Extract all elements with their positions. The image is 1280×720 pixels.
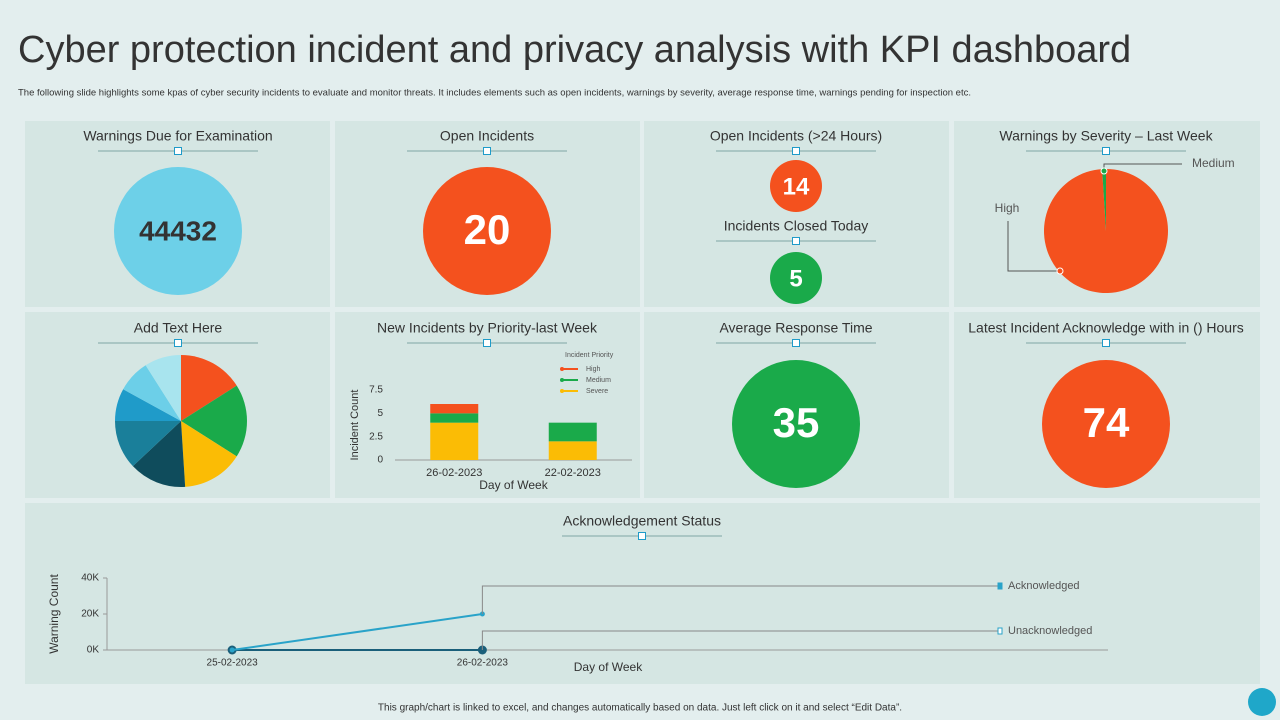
title-handle bbox=[792, 147, 800, 155]
x-tick-label: 25-02-2023 bbox=[207, 658, 259, 669]
pie-slice bbox=[181, 355, 237, 421]
kpi-value: 5 bbox=[789, 265, 802, 292]
panel-title: Open Incidents bbox=[440, 128, 534, 144]
x-tick-label: 26-02-2023 bbox=[457, 658, 509, 669]
callout-dot bbox=[1100, 167, 1108, 175]
title-handle bbox=[1102, 147, 1110, 155]
x-axis-label: Day of Week bbox=[574, 660, 643, 674]
legend-dot bbox=[560, 378, 564, 382]
panel-title: Add Text Here bbox=[134, 320, 223, 336]
pie-slice bbox=[1102, 169, 1106, 231]
panel-title: Warnings by Severity – Last Week bbox=[999, 128, 1213, 144]
panel-title: Warnings Due for Examination bbox=[83, 128, 272, 144]
y-tick-label: 40K bbox=[81, 573, 99, 584]
pie-slice bbox=[123, 365, 181, 421]
footer-note: This graph/chart is linked to excel, and… bbox=[378, 703, 902, 714]
callout-line bbox=[481, 630, 998, 650]
panel-title: Acknowledgement Status bbox=[563, 513, 721, 529]
pie-slice bbox=[181, 421, 237, 487]
y-tick-label: 0K bbox=[87, 645, 100, 656]
title-handle bbox=[174, 147, 182, 155]
bar-segment bbox=[430, 422, 479, 460]
panel-title: Average Response Time bbox=[719, 320, 872, 336]
kpi-circle bbox=[770, 160, 822, 212]
legend-label: Severe bbox=[586, 388, 608, 395]
bar-segment bbox=[548, 422, 597, 442]
bar-segment bbox=[548, 441, 597, 460]
x-tick-label: 22-02-2023 bbox=[545, 467, 601, 479]
legend-title: Incident Priority bbox=[565, 352, 614, 359]
title-handle bbox=[483, 339, 491, 347]
callout-line bbox=[481, 585, 998, 614]
panel-title: Latest Incident Acknowledge with in () H… bbox=[968, 320, 1243, 336]
panel-title: Open Incidents (>24 Hours) bbox=[710, 128, 882, 144]
panel-title: New Incidents by Priority-last Week bbox=[377, 320, 598, 336]
pie-slice bbox=[132, 421, 186, 487]
page-title: Cyber protection incident and privacy an… bbox=[18, 29, 1131, 71]
bar-segment bbox=[430, 413, 479, 423]
kpi-value: 35 bbox=[773, 399, 820, 446]
callout-dot bbox=[1056, 267, 1064, 275]
title-handle bbox=[483, 147, 491, 155]
y-tick-label: 2.5 bbox=[369, 431, 383, 442]
bar-segment bbox=[430, 404, 479, 414]
y-axis-label: Warning Count bbox=[47, 574, 61, 654]
kpi-circle bbox=[423, 167, 551, 295]
legend-dot bbox=[560, 367, 564, 371]
kpi-value: 44432 bbox=[139, 215, 217, 246]
legend-label: Acknowledged bbox=[1008, 580, 1080, 592]
pie-slice bbox=[115, 421, 181, 467]
callout-marker bbox=[997, 627, 1003, 635]
kpi-circle bbox=[114, 167, 242, 295]
legend-label: Medium bbox=[586, 377, 611, 384]
y-tick-label: 20K bbox=[81, 609, 99, 620]
pie-slice bbox=[1043, 169, 1168, 293]
panel-title: Incidents Closed Today bbox=[724, 218, 869, 234]
y-axis-label: Incident Count bbox=[349, 390, 361, 461]
kpi-value: 14 bbox=[783, 173, 810, 200]
legend-label: Unacknowledged bbox=[1008, 625, 1092, 637]
x-axis-label: Day of Week bbox=[479, 478, 548, 492]
title-handle bbox=[1102, 339, 1110, 347]
pie-label: Medium bbox=[1192, 156, 1235, 170]
title-handle bbox=[792, 237, 800, 245]
callout-marker bbox=[997, 582, 1003, 590]
x-tick-label: 26-02-2023 bbox=[426, 467, 482, 479]
y-tick-label: 7.5 bbox=[369, 385, 383, 396]
y-tick-label: 0 bbox=[377, 455, 383, 466]
legend-label: High bbox=[586, 366, 601, 373]
corner-decor bbox=[1248, 688, 1276, 716]
pie-slice bbox=[115, 389, 181, 421]
page-subtitle: The following slide highlights some kpas… bbox=[18, 88, 971, 99]
title-handle bbox=[792, 339, 800, 347]
legend-dot bbox=[560, 389, 564, 393]
pie-label: High bbox=[995, 201, 1020, 215]
series-line bbox=[231, 613, 483, 651]
title-handle bbox=[174, 339, 182, 347]
title-handle bbox=[638, 532, 646, 540]
callout-line bbox=[1007, 221, 1060, 272]
kpi-circle bbox=[770, 252, 822, 304]
y-tick-label: 5 bbox=[377, 408, 383, 419]
pie-slice bbox=[181, 385, 247, 457]
kpi-circle bbox=[1042, 360, 1170, 488]
kpi-circle bbox=[732, 360, 860, 488]
pie-slice bbox=[145, 355, 181, 421]
kpi-value: 20 bbox=[464, 206, 511, 253]
data-point bbox=[229, 647, 235, 653]
kpi-value: 74 bbox=[1083, 399, 1130, 446]
